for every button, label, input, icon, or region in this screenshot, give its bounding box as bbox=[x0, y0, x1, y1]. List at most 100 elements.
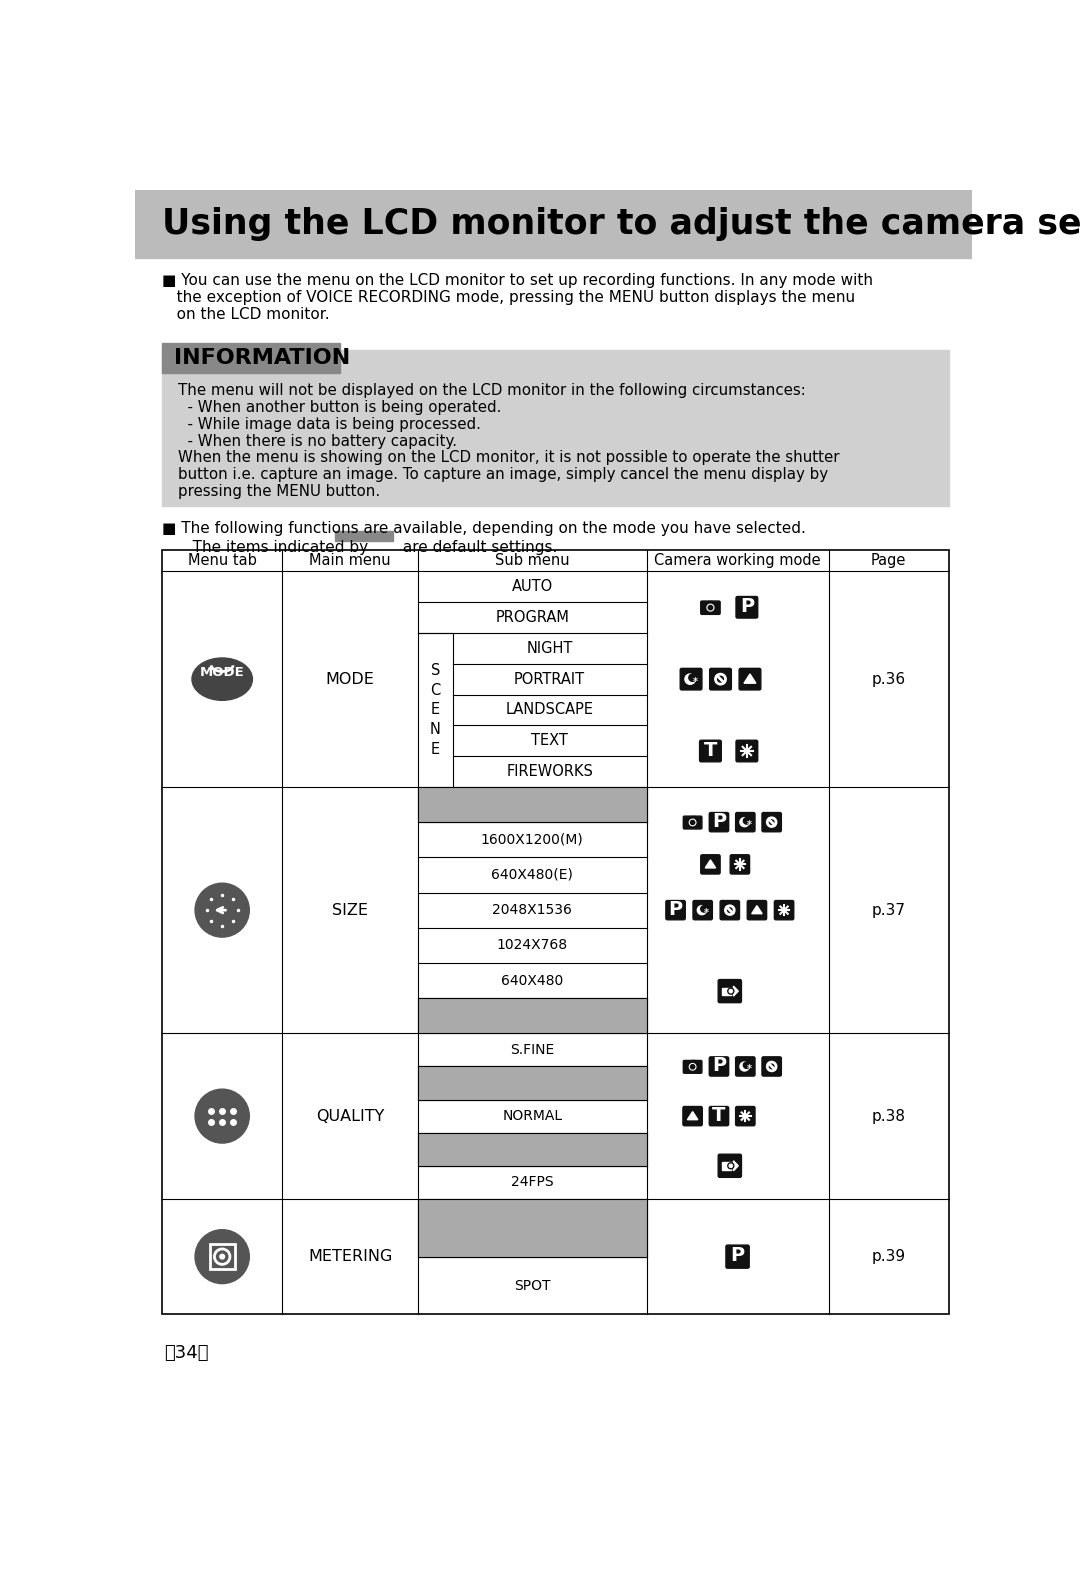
Text: MODE: MODE bbox=[200, 666, 244, 680]
Bar bbox=[210, 1244, 234, 1270]
Text: p.36: p.36 bbox=[872, 672, 906, 686]
Text: *: * bbox=[747, 1064, 752, 1075]
FancyBboxPatch shape bbox=[680, 669, 702, 689]
FancyBboxPatch shape bbox=[701, 854, 720, 873]
Circle shape bbox=[729, 1165, 732, 1168]
FancyBboxPatch shape bbox=[718, 1154, 742, 1178]
Bar bbox=[335, 531, 393, 542]
Text: Camera working mode: Camera working mode bbox=[654, 553, 821, 567]
Text: SPOT: SPOT bbox=[514, 1279, 551, 1292]
FancyBboxPatch shape bbox=[710, 669, 731, 689]
Text: ■ You can use the menu on the LCD monitor to set up recording functions. In any : ■ You can use the menu on the LCD monito… bbox=[162, 273, 873, 288]
Text: S
C
E
N
E: S C E N E bbox=[430, 663, 441, 758]
Circle shape bbox=[728, 987, 733, 994]
FancyBboxPatch shape bbox=[710, 813, 729, 832]
Text: p.39: p.39 bbox=[872, 1249, 906, 1265]
Text: MODE: MODE bbox=[326, 672, 375, 686]
Text: Using the LCD monitor to adjust the camera settings: Using the LCD monitor to adjust the came… bbox=[162, 208, 1080, 241]
Text: PROGRAM: PROGRAM bbox=[496, 610, 569, 624]
Bar bbox=[723, 1162, 731, 1170]
Text: 24FPS: 24FPS bbox=[511, 1176, 554, 1189]
Polygon shape bbox=[752, 905, 762, 913]
Text: 2048X1536: 2048X1536 bbox=[492, 903, 572, 918]
FancyBboxPatch shape bbox=[730, 854, 750, 873]
FancyBboxPatch shape bbox=[735, 1057, 755, 1076]
FancyBboxPatch shape bbox=[701, 601, 720, 615]
Ellipse shape bbox=[195, 1089, 249, 1143]
Text: When the menu is showing on the LCD monitor, it is not possible to operate the s: When the menu is showing on the LCD moni… bbox=[177, 450, 839, 466]
Circle shape bbox=[783, 908, 785, 911]
Circle shape bbox=[707, 604, 714, 610]
Text: NIGHT: NIGHT bbox=[526, 640, 572, 656]
Circle shape bbox=[729, 989, 732, 992]
Circle shape bbox=[743, 818, 750, 824]
Polygon shape bbox=[733, 1160, 739, 1171]
Bar bbox=[418, 999, 647, 1033]
Circle shape bbox=[739, 864, 741, 865]
Polygon shape bbox=[687, 1111, 698, 1119]
Bar bbox=[418, 1067, 647, 1100]
Bar bbox=[690, 816, 694, 818]
Text: FINE: FINE bbox=[516, 1076, 548, 1090]
Bar bbox=[723, 987, 731, 995]
Text: FIREWORKS: FIREWORKS bbox=[507, 764, 593, 780]
Circle shape bbox=[220, 1254, 225, 1258]
Circle shape bbox=[745, 750, 748, 753]
Circle shape bbox=[740, 1062, 750, 1071]
Text: The menu will not be displayed on the LCD monitor in the following circumstances: The menu will not be displayed on the LC… bbox=[177, 382, 806, 398]
Circle shape bbox=[690, 1065, 694, 1068]
Circle shape bbox=[689, 1064, 696, 1070]
Text: ■ The following functions are available, depending on the mode you have selected: ■ The following functions are available,… bbox=[162, 521, 806, 536]
FancyBboxPatch shape bbox=[726, 1246, 750, 1268]
Text: NORMAL: NORMAL bbox=[502, 1110, 563, 1124]
Text: TEXT: TEXT bbox=[531, 734, 568, 748]
Text: 320X240: 320X240 bbox=[501, 1008, 563, 1022]
Circle shape bbox=[690, 821, 694, 824]
FancyBboxPatch shape bbox=[720, 900, 740, 919]
Text: 640X480: 640X480 bbox=[501, 973, 564, 987]
Text: - When there is no battery capacity.: - When there is no battery capacity. bbox=[177, 434, 457, 449]
FancyBboxPatch shape bbox=[774, 900, 794, 919]
FancyBboxPatch shape bbox=[666, 900, 685, 919]
Bar bbox=[708, 601, 713, 602]
Text: P: P bbox=[712, 812, 726, 831]
Text: *: * bbox=[693, 677, 698, 686]
Ellipse shape bbox=[192, 658, 253, 701]
Text: are default settings.: are default settings. bbox=[399, 540, 558, 555]
Text: - When another button is being operated.: - When another button is being operated. bbox=[177, 399, 501, 415]
Text: *: * bbox=[747, 819, 752, 829]
FancyBboxPatch shape bbox=[710, 1057, 729, 1076]
FancyBboxPatch shape bbox=[718, 980, 742, 1003]
Text: MULTI: MULTI bbox=[512, 1220, 553, 1235]
Text: P: P bbox=[730, 1246, 744, 1265]
Text: PORTRAIT: PORTRAIT bbox=[514, 672, 585, 686]
FancyBboxPatch shape bbox=[684, 816, 702, 829]
FancyBboxPatch shape bbox=[735, 740, 758, 762]
Text: - While image data is being processed.: - While image data is being processed. bbox=[177, 417, 481, 431]
Text: 640X480(E): 640X480(E) bbox=[491, 869, 573, 881]
FancyBboxPatch shape bbox=[700, 740, 721, 762]
Bar bbox=[135, 190, 972, 258]
FancyBboxPatch shape bbox=[762, 813, 781, 832]
Text: INFORMATION: INFORMATION bbox=[174, 349, 350, 368]
Text: pressing the MENU button.: pressing the MENU button. bbox=[177, 485, 380, 499]
Text: Main menu: Main menu bbox=[309, 553, 391, 567]
Text: on the LCD monitor.: on the LCD monitor. bbox=[162, 307, 329, 322]
FancyBboxPatch shape bbox=[747, 900, 767, 919]
Bar bbox=[418, 1198, 647, 1257]
Polygon shape bbox=[733, 986, 739, 995]
Text: SIZE: SIZE bbox=[332, 902, 368, 918]
Bar bbox=[418, 786, 647, 823]
Circle shape bbox=[708, 605, 713, 610]
Text: Sub menu: Sub menu bbox=[495, 553, 569, 567]
Text: QUALITY: QUALITY bbox=[315, 1108, 384, 1124]
Text: P: P bbox=[740, 598, 754, 617]
Text: P: P bbox=[669, 900, 683, 919]
Bar bbox=[162, 550, 948, 1314]
Text: button i.e. capture an image. To capture an image, simply cancel the menu displa: button i.e. capture an image. To capture… bbox=[177, 468, 827, 482]
Text: S.FINE: S.FINE bbox=[510, 1043, 554, 1057]
Text: 1600X1200(M): 1600X1200(M) bbox=[481, 832, 583, 846]
FancyBboxPatch shape bbox=[693, 900, 713, 919]
Text: *: * bbox=[704, 908, 710, 918]
Text: Menu tab: Menu tab bbox=[188, 553, 257, 567]
